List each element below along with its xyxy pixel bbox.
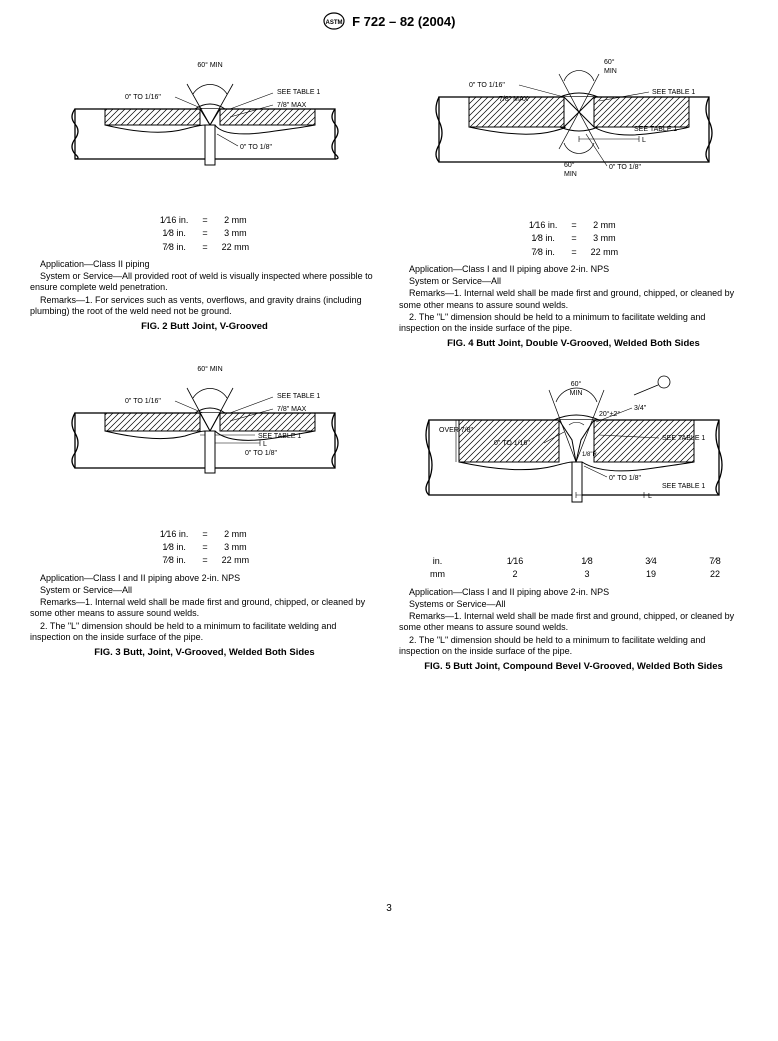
table-row: 7⁄8 in.=22 mm bbox=[523, 247, 624, 258]
fig4-L-label: L bbox=[642, 137, 646, 144]
table-row: 1⁄8 in.=3 mm bbox=[154, 542, 255, 553]
fig3-diagram: SEE TABLE 1 L 60° MIN 0" TO 1/16" SEE TA… bbox=[45, 343, 365, 523]
fig4-angle-label: 60° bbox=[604, 58, 615, 66]
fig2-max-label: 7/8" MAX bbox=[277, 102, 307, 109]
table-row: 7⁄8 in.=22 mm bbox=[154, 242, 255, 253]
fig4-angle2-label: 60° bbox=[564, 161, 575, 169]
fig2-gap-label: 0" TO 1/16" bbox=[125, 94, 161, 101]
fig3-angle-label: 60° MIN bbox=[197, 365, 222, 373]
fig5-angle-label: 60° bbox=[570, 380, 581, 388]
fig5-min-label: MIN bbox=[569, 390, 582, 397]
fig3-max-label: 7/8" MAX bbox=[277, 406, 307, 413]
fig2-diagram: 60° MIN 0" TO 1/16" SEE TABLE 1 7/8" MAX… bbox=[45, 39, 365, 209]
astm-logo: ASTM bbox=[323, 12, 345, 33]
fig2-angle-label: 60° MIN bbox=[197, 61, 222, 69]
fig4-caption: FIG. 4 Butt Joint, Double V-Grooved, Wel… bbox=[399, 338, 748, 350]
fig5-seetable-label: SEE TABLE 1 bbox=[662, 435, 705, 442]
fig2-caption: FIG. 2 Butt Joint, V-Grooved bbox=[30, 321, 379, 333]
fig4-max-label: 7/8" MAX bbox=[499, 96, 529, 103]
fig4-notes: Application—Class I and II piping above … bbox=[399, 264, 748, 335]
fig2-root-label: 0" TO 1/8" bbox=[240, 144, 272, 151]
fig4-root-label: 0" TO 1/8" bbox=[609, 164, 641, 171]
svg-text:ASTM: ASTM bbox=[325, 20, 342, 26]
left-column: 60° MIN 0" TO 1/16" SEE TABLE 1 7/8" MAX… bbox=[30, 39, 379, 683]
fig4-gap-label: 0" TO 1/16" bbox=[469, 82, 505, 89]
page-number: 3 bbox=[30, 903, 748, 914]
fig5-34-label: 3/4" bbox=[634, 405, 647, 412]
table-row: 1⁄16 in.=2 mm bbox=[154, 215, 255, 226]
table-row: mm 2 3 19 22 bbox=[401, 569, 746, 580]
fig3-seetable-label: SEE TABLE 1 bbox=[277, 393, 320, 400]
fig5-caption: FIG. 5 Butt Joint, Compound Bevel V-Groo… bbox=[399, 661, 748, 673]
fig3-conv-table: 1⁄16 in.=2 mm 1⁄8 in.=3 mm 7⁄8 in.=22 mm bbox=[152, 527, 257, 569]
fig4-seetable2-label: SEE TABLE 1 bbox=[634, 126, 677, 133]
right-column: 60° MIN 60° MIN 0" TO 1/16" 7/8" MAX SEE… bbox=[399, 39, 748, 683]
fig3-L-label: L bbox=[263, 441, 267, 448]
fig5-18r-label: 1/8"R bbox=[582, 452, 597, 458]
table-row: 7⁄8 in.=22 mm bbox=[154, 555, 255, 566]
fig4-seetable-label: SEE TABLE 1 bbox=[652, 89, 695, 96]
page-header: ASTM F 722 – 82 (2004) bbox=[30, 12, 748, 33]
fig2-conv-table: 1⁄16 in.=2 mm 1⁄8 in.=3 mm 7⁄8 in.=22 mm bbox=[152, 213, 257, 255]
fig5-conv-table: in. 1⁄16 1⁄8 3⁄4 7⁄8 mm 2 3 19 22 bbox=[399, 554, 748, 583]
fig5-notes: Application—Class I and II piping above … bbox=[399, 587, 748, 658]
fig5-root-label: 0" TO 1/8" bbox=[609, 475, 641, 482]
fig2-seetable-label: SEE TABLE 1 bbox=[277, 89, 320, 96]
fig4-conv-table: 1⁄16 in.=2 mm 1⁄8 in.=3 mm 7⁄8 in.=22 mm bbox=[521, 218, 626, 260]
table-row: 1⁄16 in.=2 mm bbox=[523, 220, 624, 231]
fig3-caption: FIG. 3 Butt, Joint, V-Grooved, Welded Bo… bbox=[30, 647, 379, 659]
fig5-L-label: L bbox=[648, 493, 652, 500]
fig3-root-label: 0" TO 1/8" bbox=[245, 450, 277, 457]
fig4-min-label: MIN bbox=[604, 68, 617, 75]
table-row: 1⁄8 in.=3 mm bbox=[154, 228, 255, 239]
fig5-seetable2-label: SEE TABLE 1 bbox=[662, 483, 705, 490]
fig3-gap-label: 0" TO 1/16" bbox=[125, 398, 161, 405]
table-row: 1⁄8 in.=3 mm bbox=[523, 233, 624, 244]
fig4-min2-label: MIN bbox=[564, 171, 577, 178]
designation: F 722 – 82 (2004) bbox=[352, 14, 455, 29]
table-row: 1⁄16 in.=2 mm bbox=[154, 529, 255, 540]
fig2-notes: Application—Class II piping System or Se… bbox=[30, 259, 379, 317]
fig5-gap-label: 0" TO 1/16" bbox=[494, 440, 530, 447]
fig4-diagram: 60° MIN 60° MIN 0" TO 1/16" 7/8" MAX SEE… bbox=[414, 39, 734, 214]
fig5-diagram: 60° MIN 20°±2° OVER 7/8" 0" TO 1/16" 3/4… bbox=[404, 360, 744, 550]
fig3-notes: Application—Class I and II piping above … bbox=[30, 573, 379, 644]
table-row: in. 1⁄16 1⁄8 3⁄4 7⁄8 bbox=[401, 556, 746, 567]
